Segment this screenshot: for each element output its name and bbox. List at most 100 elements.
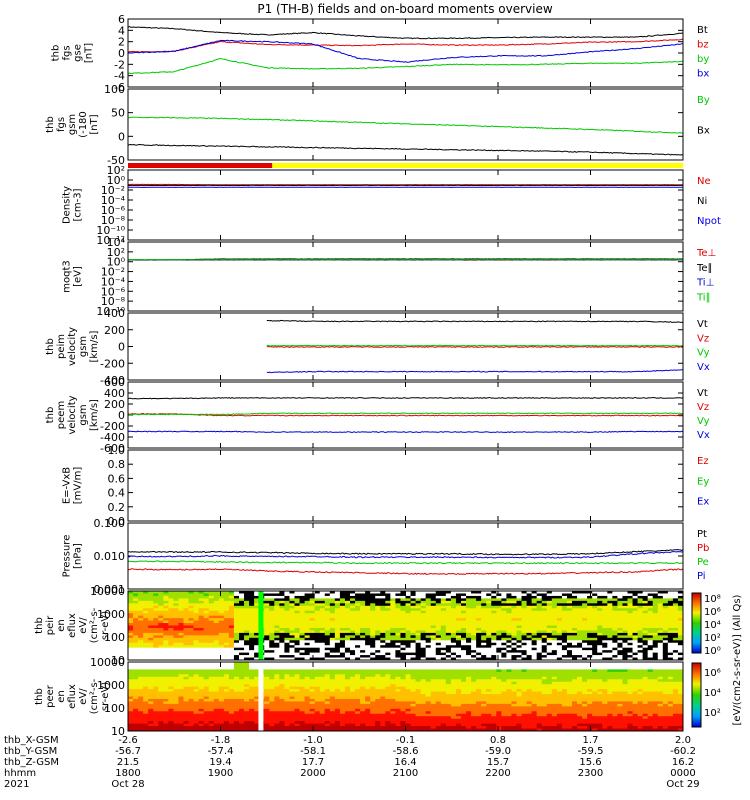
spectrogram-cell <box>632 591 638 594</box>
spectrogram-cell <box>455 605 462 609</box>
spectrogram-cell <box>183 669 189 673</box>
spectrogram-cell <box>435 632 442 636</box>
spectrogram-cell <box>324 681 331 685</box>
spectrogram-cell <box>334 620 341 624</box>
spectrogram-cell <box>496 620 502 624</box>
spectrogram-cell <box>582 615 588 619</box>
spectrogram-cell <box>506 603 512 607</box>
spectrogram-cell <box>148 676 154 680</box>
spectrogram-cell <box>430 642 437 646</box>
spectrogram-cell <box>208 679 215 683</box>
spectrogram-cell <box>476 637 482 641</box>
spectrogram-cell <box>622 625 628 629</box>
spectrogram-cell <box>188 613 194 617</box>
spectrogram-cell <box>637 605 644 609</box>
spectrogram-cell <box>637 657 644 661</box>
spectrogram-cell <box>239 666 245 670</box>
spectrogram-cell <box>143 706 149 710</box>
spectrogram-cell <box>319 686 326 690</box>
ytick-label: 10⁻⁴ <box>101 194 126 207</box>
spectrogram-cell <box>193 669 200 673</box>
spectrogram-cell <box>642 632 649 636</box>
spectrogram-cell <box>193 666 200 670</box>
spectrogram-cell <box>375 718 381 722</box>
spectrogram-cell <box>299 664 305 668</box>
spectrogram-cell <box>455 635 462 639</box>
spectrogram-cell <box>163 627 169 631</box>
spectrogram-cell <box>344 605 351 609</box>
spectrogram-cell <box>264 645 270 649</box>
spectrogram-cell <box>652 600 659 604</box>
spectrogram-cell <box>198 610 205 614</box>
spectrogram-cell <box>582 630 588 634</box>
spectrogram-cell <box>178 718 184 722</box>
spectrogram-cell <box>365 701 371 705</box>
spectrogram-cell <box>380 689 386 692</box>
spectrogram-cell <box>466 608 472 612</box>
spectrogram-cell <box>244 721 250 724</box>
spectrogram-cell <box>612 635 618 639</box>
spectrogram-cell <box>476 610 482 614</box>
spectrogram-cell <box>143 613 149 617</box>
spectrogram-cell <box>360 689 366 692</box>
spectrogram-cell <box>269 655 275 658</box>
spectrogram-cell <box>617 632 623 636</box>
spectrogram-cell <box>561 600 568 604</box>
spectrogram-cell <box>269 728 275 732</box>
spectrogram-cell <box>128 713 134 717</box>
spectrogram-cell <box>309 640 316 644</box>
spectrogram-cell <box>471 603 477 607</box>
spectrogram-cell <box>380 618 386 621</box>
spectrogram-cell <box>153 679 159 683</box>
spectrogram-cell <box>223 721 230 724</box>
spectrogram-cell <box>617 615 623 619</box>
spectrogram-cell <box>133 603 139 607</box>
spectrogram-cell <box>662 635 669 639</box>
spectrogram-cell <box>627 657 633 661</box>
spectrogram-cell <box>153 603 159 607</box>
spectrogram-cell <box>148 630 154 634</box>
spectrogram-cell <box>344 671 351 675</box>
spectrogram-cell <box>395 662 401 665</box>
spectrogram-cell <box>153 608 159 612</box>
spectrogram-cell <box>380 726 386 729</box>
spectrogram-cell <box>289 669 295 673</box>
spectrogram-cell <box>223 642 230 646</box>
spectrogram-cell <box>183 652 189 656</box>
spectrogram-cell <box>223 640 230 644</box>
spectrogram-cell <box>148 620 154 624</box>
spectrogram-cell <box>455 640 462 644</box>
spectrogram-cell <box>218 595 225 599</box>
spectrogram-cell <box>521 593 527 597</box>
spectrogram-cell <box>496 635 502 639</box>
spectrogram-cell <box>566 655 573 658</box>
spectrogram-cell <box>390 627 396 631</box>
spectrogram-cell <box>153 696 159 700</box>
spectrogram-cell <box>153 620 159 624</box>
spectrogram-cell <box>334 593 341 597</box>
spectrogram-cell <box>198 721 205 724</box>
spectrogram-cell <box>249 671 255 675</box>
spectrogram-cell <box>274 681 280 685</box>
spectrogram-cell <box>153 625 159 629</box>
spectrogram-cell <box>133 593 139 597</box>
spectrogram-cell <box>128 711 134 715</box>
ylabel-line: thb <box>45 116 56 133</box>
spectrogram-cell <box>662 618 669 621</box>
spectrogram-cell <box>597 625 603 629</box>
spectrogram-cell <box>390 618 396 621</box>
spectrogram-cell <box>218 632 225 636</box>
spectrogram-cell <box>153 708 159 712</box>
spectrogram-cell <box>526 642 533 646</box>
spectrogram-cell <box>511 632 517 636</box>
spectrogram-cell <box>183 605 189 609</box>
spectrogram-cell <box>344 591 351 594</box>
spectrogram-cell <box>218 630 225 634</box>
spectrogram-cell <box>264 642 270 646</box>
spectrogram-cell <box>239 708 245 712</box>
spectrogram-cell <box>334 703 341 707</box>
spectrogram-cell <box>183 610 189 614</box>
spectrogram-cell <box>233 630 240 634</box>
spectrogram-cell <box>652 632 659 636</box>
spectrogram-cell <box>254 708 260 712</box>
